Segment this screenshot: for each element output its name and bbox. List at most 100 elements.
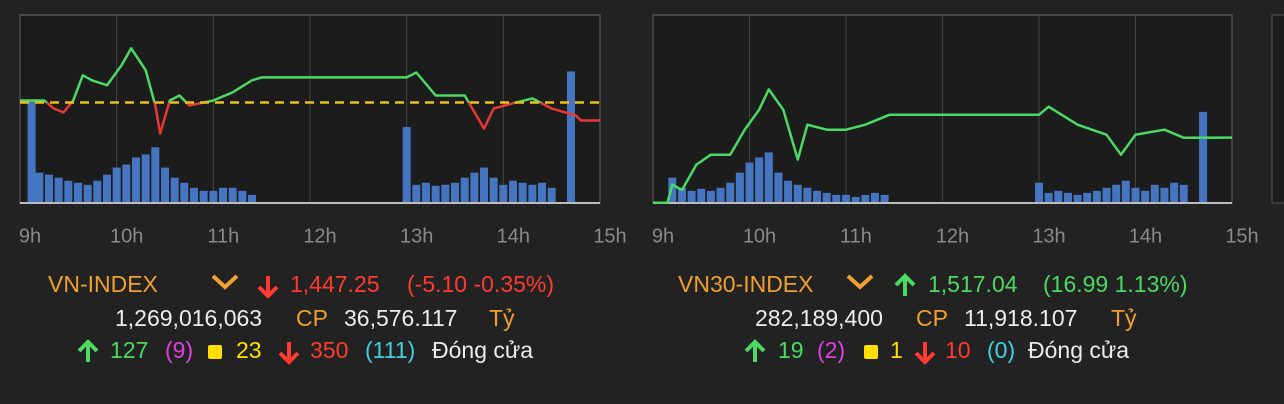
volume-bar xyxy=(103,174,111,203)
volume-bar xyxy=(803,187,812,203)
x-tick-label: 14h xyxy=(497,225,530,247)
volume-bar xyxy=(716,187,725,203)
advances: 127 xyxy=(110,337,148,363)
index-name[interactable]: VN30-INDEX xyxy=(678,271,813,297)
chevron[interactable] xyxy=(846,274,874,290)
x-tick-label: 10h xyxy=(110,225,143,247)
volume-bar xyxy=(54,177,63,203)
volume-bar xyxy=(1073,194,1082,203)
status: Đóng cửa xyxy=(432,337,533,363)
volume-bar xyxy=(151,147,160,203)
volume-bar xyxy=(431,185,440,203)
volume-bar xyxy=(112,167,121,203)
volume-bar xyxy=(402,127,411,203)
floor: (0) xyxy=(987,337,1015,363)
unchanged-square xyxy=(864,345,878,359)
value-unit: Tỷ xyxy=(1111,305,1137,331)
volume-bar xyxy=(1170,182,1179,203)
x-tick-label: 12h xyxy=(936,225,969,247)
x-tick-label: 10h xyxy=(743,225,776,247)
volume-bar xyxy=(509,180,517,203)
index-name[interactable]: VN-INDEX xyxy=(48,271,158,297)
volume-bar xyxy=(180,182,189,203)
volume-bar xyxy=(774,172,783,203)
volume-bar xyxy=(1160,187,1169,203)
volume-bar xyxy=(745,162,754,203)
volume-bar xyxy=(784,180,793,203)
index-price: 1,447.25 xyxy=(290,271,380,297)
volume-bar xyxy=(1131,187,1140,203)
x-tick-label: 11h xyxy=(840,225,872,247)
volume-bar xyxy=(861,194,870,203)
next-panel-edge xyxy=(1271,14,1284,204)
volume-bar xyxy=(870,192,879,203)
volume-bar xyxy=(842,194,850,203)
advances: 19 xyxy=(778,337,804,363)
volume-bar xyxy=(538,182,546,203)
volume-bar xyxy=(851,196,860,203)
trade-value: 36,576.117 xyxy=(344,305,457,331)
chevron[interactable] xyxy=(211,274,239,290)
shares-unit: CP xyxy=(296,305,328,331)
volume-bar xyxy=(228,187,237,203)
volume-bar xyxy=(451,182,459,203)
x-tick-label: 12h xyxy=(303,225,336,247)
volume-bar xyxy=(248,194,256,203)
volume-bar xyxy=(190,187,198,203)
volume-bar xyxy=(199,190,208,203)
volume-bar xyxy=(547,187,556,203)
volume-bar xyxy=(238,190,247,203)
up-arrow xyxy=(894,273,916,296)
ceiling: (2) xyxy=(817,337,845,363)
volume-shares: 1,269,016,063 xyxy=(115,305,262,331)
volume-bar xyxy=(1054,190,1063,203)
shares-unit: CP xyxy=(916,305,948,331)
ceiling: (9) xyxy=(165,337,193,363)
volume-bar xyxy=(470,172,479,203)
x-tick-label: 13h xyxy=(1032,225,1065,247)
down-arrow xyxy=(278,342,300,365)
floor: (111) xyxy=(365,337,415,363)
volume-bar xyxy=(122,164,131,203)
volume-bar xyxy=(1102,187,1111,203)
price-line xyxy=(653,88,1233,205)
volume-bar xyxy=(518,182,527,203)
status: Đóng cửa xyxy=(1028,337,1129,363)
volume-bar xyxy=(27,101,36,203)
volume-bar xyxy=(1112,184,1121,203)
volume-bar xyxy=(161,167,169,203)
volume-bar xyxy=(1044,192,1053,203)
up-arrow xyxy=(744,339,766,362)
volume-bar xyxy=(441,184,450,203)
volume-bar xyxy=(755,157,764,203)
volume-bar xyxy=(793,184,802,203)
volume-bar xyxy=(1150,184,1159,203)
volume-bar xyxy=(764,152,773,203)
volume-bar xyxy=(528,184,537,203)
volume-bar xyxy=(735,172,744,203)
volume-bar xyxy=(170,177,179,203)
volume-bar xyxy=(219,187,227,203)
down-arrow xyxy=(257,276,279,299)
volume-bar xyxy=(813,190,822,203)
volume-bar xyxy=(1121,180,1130,203)
x-tick-label: 15h xyxy=(1225,225,1258,247)
x-tick-label: 14h xyxy=(1129,225,1162,247)
volume-bar xyxy=(83,184,92,203)
x-tick-label: 13h xyxy=(400,225,433,247)
index-change: (16.99 1.13%) xyxy=(1043,271,1187,297)
x-tick-label: 11h xyxy=(207,225,239,247)
volume-bar xyxy=(499,184,508,203)
volume-bar xyxy=(132,157,140,203)
volume-shares: 282,189,400 xyxy=(755,305,883,331)
price-line-up xyxy=(20,47,543,103)
volume-bar xyxy=(1083,192,1092,203)
volume-bar xyxy=(74,182,82,203)
down-arrow xyxy=(914,342,936,365)
volume-bar xyxy=(1179,184,1188,203)
unchanged-square xyxy=(208,345,222,359)
volume-bar xyxy=(832,194,841,203)
volume-bar xyxy=(567,71,575,204)
volume-bar xyxy=(412,184,421,203)
